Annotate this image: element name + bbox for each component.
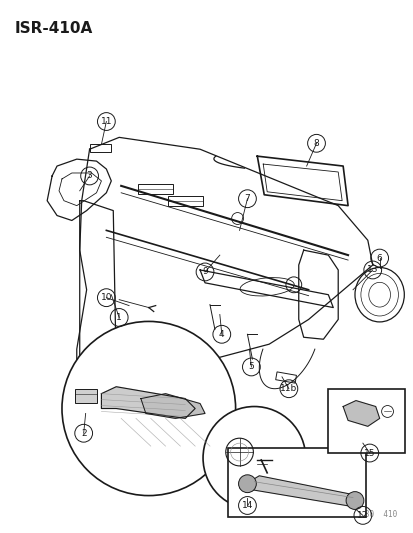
Text: 2: 2 [81, 429, 86, 438]
Polygon shape [140, 394, 204, 418]
Polygon shape [239, 476, 357, 507]
Text: 4: 4 [218, 330, 224, 339]
Bar [227, 448, 365, 518]
Text: 92V30  410: 92V30 410 [350, 510, 396, 519]
Text: 11: 11 [100, 117, 112, 126]
Bar [75, 389, 96, 402]
Polygon shape [342, 401, 379, 426]
Text: 1: 1 [116, 313, 122, 322]
Bar [275, 372, 296, 383]
Bar [167, 196, 202, 206]
Text: 6: 6 [376, 254, 382, 263]
Bar [328, 389, 404, 453]
Circle shape [345, 491, 363, 510]
Text: 13: 13 [366, 265, 377, 274]
Bar [138, 184, 173, 194]
Circle shape [202, 407, 305, 510]
Text: ISR-410A: ISR-410A [14, 21, 93, 36]
Polygon shape [101, 387, 195, 418]
Text: 11b: 11b [280, 384, 297, 393]
Text: 10: 10 [100, 293, 112, 302]
Text: 7: 7 [244, 194, 250, 203]
Text: 15: 15 [363, 449, 375, 457]
Text: 9: 9 [202, 268, 207, 277]
Text: 5: 5 [248, 362, 254, 372]
Text: 8: 8 [313, 139, 318, 148]
Text: 12: 12 [356, 511, 368, 520]
Circle shape [62, 321, 235, 496]
Bar [89, 144, 111, 152]
Circle shape [238, 475, 256, 492]
Text: 14: 14 [241, 501, 252, 510]
Text: 3: 3 [86, 172, 92, 181]
